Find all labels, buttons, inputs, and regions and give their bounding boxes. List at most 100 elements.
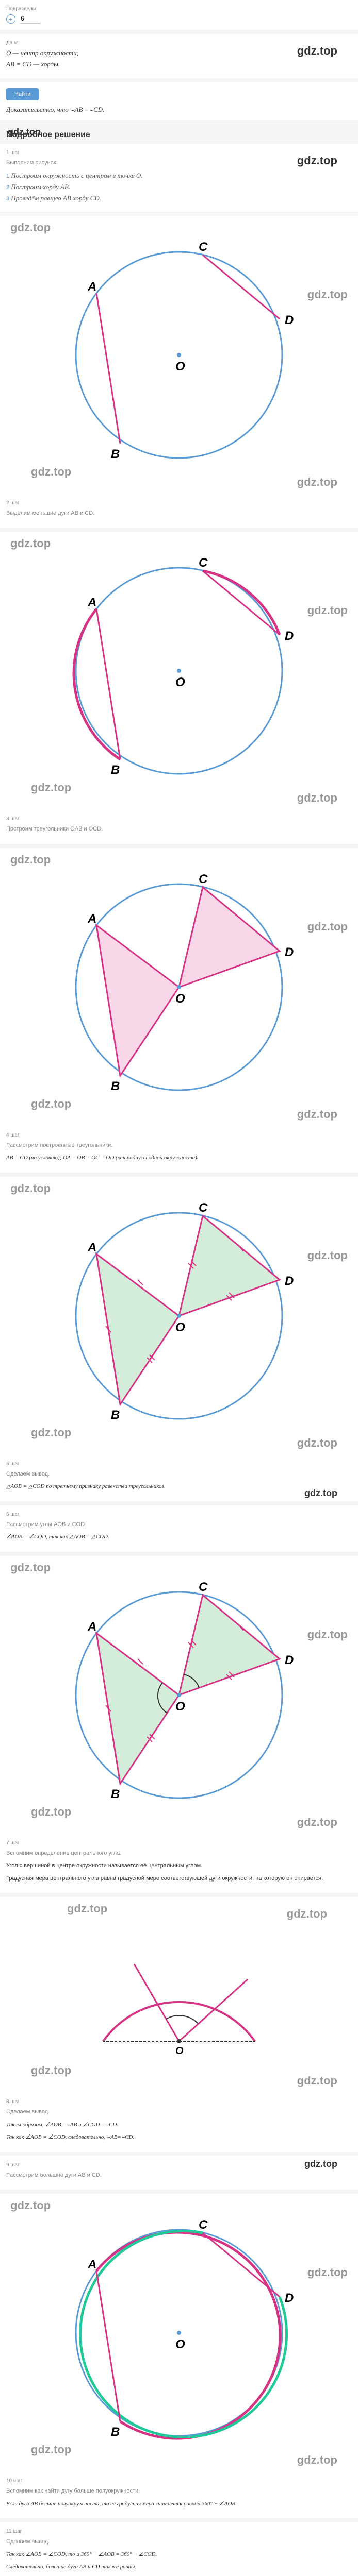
find-button[interactable]: Найти [6, 88, 39, 100]
step-title: Рассмотрим построенные треугольники. [6, 1141, 352, 1150]
step-text: Так как ∠AOB = ∠COD, то и 360° − ∠AOB = … [6, 2550, 352, 2559]
step-title: Выполним рисунок. [6, 159, 352, 167]
svg-text:C: C [199, 556, 208, 570]
svg-text:O: O [175, 2045, 184, 2057]
step-11: 11 шаг Сделаем вывод. Так как ∠AOB = ∠CO… [0, 2522, 358, 2576]
step-text: Так как ∠AOB = ∠COD, следовательно, ⌣AB=… [6, 2133, 352, 2142]
label-o: O [175, 360, 185, 374]
subdivision-input-group: + [6, 14, 40, 24]
step-9: 9 шаг Рассмотрим большие дуги AB и CD. g… [0, 2156, 358, 2190]
step-text: Градусная мера центрального угла равна г… [6, 1874, 352, 1883]
step-text: AB = CD (по условию); OA = OB = OC = OD … [6, 1154, 352, 1162]
svg-text:O: O [175, 992, 185, 1006]
svg-text:O: O [175, 675, 185, 689]
svg-text:D: D [285, 629, 294, 643]
angle-diagram: O [0, 1897, 358, 2093]
svg-text:B: B [111, 1787, 120, 1801]
svg-text:O: O [175, 1320, 185, 1334]
circle-diagram: A B C D O [0, 532, 358, 810]
circle-diagram: A B C D O [0, 1556, 358, 1834]
list-item: 3 Проведём равную AB хорду CD. [6, 194, 352, 202]
diagram-3: A B C D O gdz.top gdz.top gdz.top gdz.to… [0, 848, 358, 1126]
svg-text:O: O [175, 1700, 185, 1714]
step-4: 4 шаг Рассмотрим построенные треугольник… [0, 1126, 358, 1173]
svg-text:O: O [175, 2337, 185, 2351]
subdivision-input[interactable] [20, 14, 40, 24]
svg-text:B: B [111, 1408, 120, 1422]
svg-text:C: C [199, 2218, 208, 2232]
detailed-solution-title: Подробное решение [0, 130, 358, 140]
diagram-7: A B C D O gdz.top gdz.top gdz.top gdz.to… [0, 2194, 358, 2472]
subdivision-section: Подразделы: + [0, 0, 358, 30]
step-text: △AOB = △COD по третьему признаку равенст… [6, 1482, 352, 1491]
svg-text:D: D [285, 1274, 294, 1288]
step-label: 11 шаг [6, 2529, 352, 2534]
step-title: Выделим меньшие дуги AB и CD. [6, 509, 352, 518]
step-label: 10 шаг [6, 2478, 352, 2484]
proof-text: Доказательство, что ⌣AB =⌣CD. [6, 106, 352, 114]
svg-text:A: A [87, 2258, 96, 2272]
add-subdivision-button[interactable]: + [6, 14, 15, 24]
step-title: Сделаем вывод. [6, 2108, 352, 2116]
diagram-1: A B C D O gdz.top gdz.top gdz.top gdz.to… [0, 216, 358, 494]
svg-text:B: B [111, 763, 120, 777]
circle-diagram: A B C D O [0, 848, 358, 1126]
list-item: 2 Построим хорду AB. [6, 183, 352, 191]
label-a: A [87, 280, 96, 294]
step-8: 8 шаг Сделаем вывод. Таким образом, ∠AOB… [0, 2093, 358, 2152]
step-label: 7 шаг [6, 1840, 352, 1846]
svg-text:C: C [199, 1201, 208, 1215]
step-label: 5 шаг [6, 1461, 352, 1467]
subdivision-label: Подразделы: [6, 6, 352, 12]
svg-text:A: A [87, 596, 96, 609]
step-text: Если дуга AB больше полуокружности, то е… [6, 2500, 352, 2509]
step-title: Вспомним как найти дугу больше полуокруж… [6, 2487, 352, 2496]
label-b: B [111, 447, 120, 461]
diagram-4: A B C D O gdz.top gdz.top gdz.top gdz.to… [0, 1177, 358, 1455]
step-text: Таким образом, ∠AOB =⌣AB и ∠COD =⌣CD. [6, 2121, 352, 2129]
svg-text:D: D [285, 1653, 294, 1667]
find-section: Найти Доказательство, что ⌣AB =⌣CD. [0, 82, 358, 120]
step-label: 4 шаг [6, 1132, 352, 1138]
svg-text:B: B [111, 1079, 120, 1093]
step-title: Рассмотрим большие дуги AB и CD. [6, 2171, 352, 2180]
step-text: ∠AOB = ∠COD, так как △AOB = △COD. [6, 1533, 352, 1541]
step-6: 6 шаг Рассмотрим углы AOB и COD. ∠AOB = … [0, 1505, 358, 1552]
given-text-1: O — центр окружности; [6, 49, 352, 57]
label-c: C [199, 240, 208, 254]
step-1: 1 шаг Выполним рисунок. 1 Построим окруж… [0, 144, 358, 212]
step-label: 3 шаг [6, 816, 352, 822]
svg-text:C: C [199, 872, 208, 886]
given-label: Дано: [6, 40, 352, 46]
step-title: Вспомним определение центрального угла. [6, 1849, 352, 1858]
step-3: 3 шаг Построим треугольники OAB и OCD. [0, 810, 358, 844]
circle-diagram: A B C D O [0, 2194, 358, 2472]
svg-text:A: A [87, 1620, 96, 1634]
given-section: Дано: O — центр окружности; AB = CD — хо… [0, 34, 358, 78]
step-2: 2 шаг Выделим меньшие дуги AB и CD. [0, 494, 358, 528]
step-label: 1 шаг [6, 150, 352, 156]
step-10: 10 шаг Вспомним как найти дугу больше по… [0, 2472, 358, 2518]
svg-text:D: D [285, 2291, 294, 2305]
step-text: Следовательно, большие дуги AB и CD такж… [6, 2563, 352, 2571]
step-label: 8 шаг [6, 2099, 352, 2105]
label-d: D [285, 313, 294, 327]
list-item: 1 Построим окружность с центром в точке … [6, 172, 352, 180]
step-label: 2 шаг [6, 500, 352, 506]
step-title: Сделаем вывод. [6, 2537, 352, 2546]
step-label: 9 шаг [6, 2162, 352, 2168]
step-label: 6 шаг [6, 1512, 352, 1517]
diagram-5: A B C D O gdz.top gdz.top gdz.top gdz.to… [0, 1556, 358, 1834]
step-7: 7 шаг Вспомним определение центрального … [0, 1834, 358, 1893]
circle-diagram: A B C D O [0, 1177, 358, 1455]
svg-text:C: C [199, 1580, 208, 1594]
svg-text:B: B [111, 2425, 120, 2439]
svg-text:D: D [285, 945, 294, 959]
given-text-2: AB = CD — хорды. [6, 60, 352, 69]
step-title: Рассмотрим углы AOB и COD. [6, 1520, 352, 1529]
diagram-6: O gdz.top gdz.top gdz.top gdz.top [0, 1897, 358, 2093]
step-title: Построим треугольники OAB и OCD. [6, 825, 352, 834]
diagram-2: A B C D O gdz.top gdz.top gdz.top gdz.to… [0, 532, 358, 810]
circle-diagram: A B C D O [0, 216, 358, 494]
svg-text:A: A [87, 912, 96, 926]
